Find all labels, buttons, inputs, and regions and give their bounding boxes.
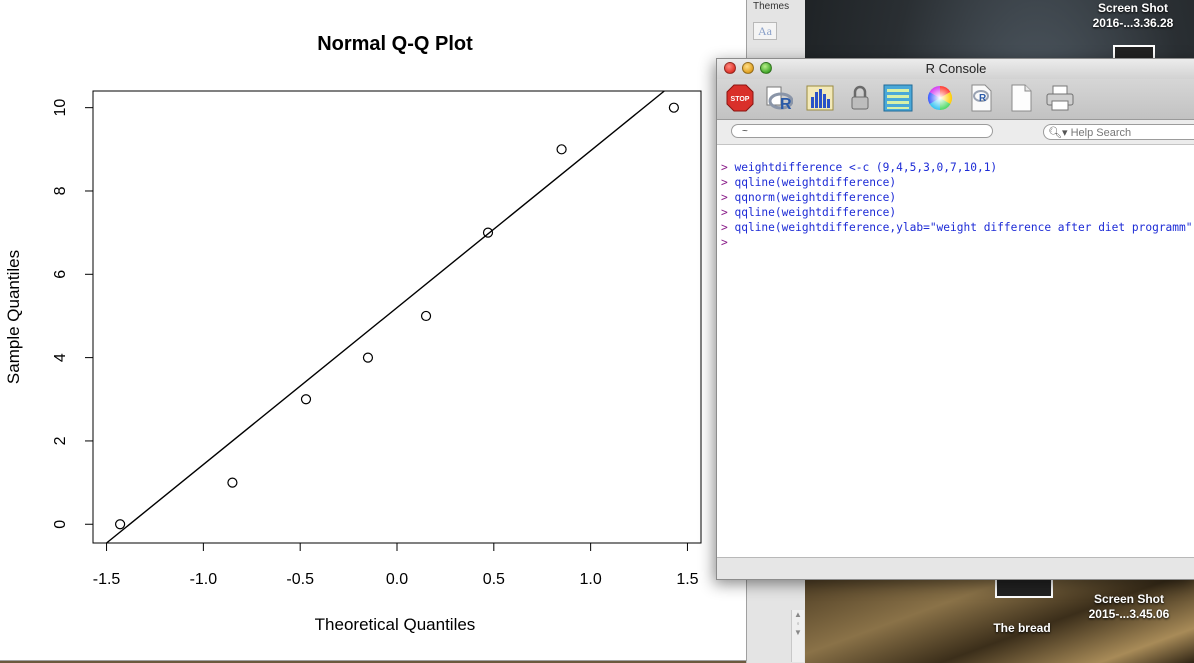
data-point	[668, 102, 679, 113]
y-tick-label: 4	[52, 353, 69, 362]
data-point	[300, 394, 312, 405]
close-button[interactable]	[724, 62, 736, 74]
console-command: qqline(weightdifference)	[727, 176, 897, 189]
minimize-button[interactable]	[742, 62, 754, 74]
help-search-field[interactable]: 🔍︎▾ Help Search	[1043, 124, 1194, 140]
console-prompt: >	[721, 176, 728, 189]
color-wheel-icon[interactable]	[925, 83, 955, 113]
screenshot-label-bottom-line2: 2015-...3.45.06	[1088, 607, 1170, 621]
x-tick-label: -1.0	[190, 571, 218, 588]
plot-marks: -1.5 -1.0 -0.5 0.0 0.5 1.0 1.5 0 2 4 6 8 10	[52, 90, 699, 588]
console-line: > weightdifference <-c (9,4,5,3,0,7,10,1…	[721, 160, 1194, 175]
stop-icon[interactable]: STOP	[725, 83, 755, 113]
x-tick-label: 0.0	[386, 571, 408, 588]
x-axis-label: Theoretical Quantiles	[315, 615, 476, 634]
plot-window: Normal Q-Q Plot -1.5 -1.0 -0.5 0.0 0.5 1.0 1.5…	[0, 0, 747, 661]
qq-reference-line	[106, 90, 665, 544]
svg-text:R: R	[979, 93, 987, 104]
y-axis-label: Sample Quantiles	[4, 250, 23, 384]
console-toolbar: STOP R	[717, 79, 1194, 120]
x-tick-label: 1.0	[580, 571, 602, 588]
y-tick-label: 10	[52, 99, 69, 117]
y-tick-label: 8	[52, 186, 69, 195]
console-command: qqnorm(weightdifference)	[727, 191, 897, 204]
screenshot-label-top-line2: 2016-...3.36.28	[1092, 16, 1174, 30]
console-command: qqline(weightdifference,ylab="weight dif…	[727, 221, 1194, 234]
console-status-bar	[717, 557, 1194, 579]
screenshot-label-bottom-line1: Screen Shot	[1093, 592, 1165, 606]
console-prompt: >	[721, 206, 728, 219]
r-doc-icon[interactable]: R	[966, 83, 996, 113]
screenshot-label-top-line1: Screen Shot	[1097, 1, 1169, 15]
folder-thumbnail[interactable]	[995, 578, 1053, 598]
lock-icon[interactable]	[845, 83, 875, 113]
screenshot-thumbnail-top[interactable]	[1113, 45, 1155, 59]
console-line: > qqline(weightdifference)	[721, 205, 1194, 220]
console-input-line[interactable]: >	[721, 235, 1194, 250]
console-output[interactable]: > weightdifference <-c (9,4,5,3,0,7,10,1…	[721, 145, 1194, 557]
help-search-placeholder: Help Search	[1070, 127, 1132, 139]
console-prompt: >	[721, 236, 728, 249]
x-tick-label: 1.5	[676, 571, 698, 588]
data-point	[420, 310, 432, 322]
bar-chart-icon[interactable]	[805, 83, 835, 113]
screenshot-label-top[interactable]: Screen Shot 2016-...3.36.28	[1074, 1, 1192, 31]
data-point	[556, 144, 567, 155]
printer-icon[interactable]	[1045, 83, 1075, 113]
stop-label: STOP	[731, 96, 750, 103]
scrollbar[interactable]: ▲ ◦ ▼	[791, 610, 804, 662]
console-command: qqline(weightdifference)	[727, 206, 897, 219]
plot-title: Normal Q-Q Plot	[317, 33, 473, 55]
console-line: > qqnorm(weightdifference)	[721, 190, 1194, 205]
plot-frame	[92, 90, 702, 544]
search-icon: 🔍︎▾	[1048, 127, 1068, 139]
data-point	[362, 352, 374, 363]
data-point	[227, 477, 238, 488]
console-titlebar[interactable]: R Console	[717, 59, 1194, 79]
folder-label[interactable]: The bread	[993, 621, 1051, 635]
y-tick-label: 0	[52, 520, 69, 529]
x-tick-label: -1.5	[93, 571, 121, 588]
new-document-icon[interactable]	[1006, 83, 1036, 113]
console-prompt: >	[721, 221, 728, 234]
x-tick-label: -0.5	[286, 571, 314, 588]
path-bar: ~ 🔍︎▾ Help Search	[717, 120, 1194, 145]
r-source-icon[interactable]: R	[763, 83, 793, 113]
themes-label[interactable]: Themes	[753, 1, 790, 12]
zoom-button[interactable]	[760, 62, 772, 74]
console-title: R Console	[925, 61, 987, 76]
y-tick-label: 2	[52, 436, 69, 445]
console-prompt: >	[721, 191, 728, 204]
console-line: > qqline(weightdifference,ylab="weight d…	[721, 220, 1194, 235]
working-directory-field[interactable]: ~	[731, 124, 993, 138]
console-line: > qqline(weightdifference)	[721, 175, 1194, 190]
qq-plot: Normal Q-Q Plot -1.5 -1.0 -0.5 0.0 0.5 1.0 1.5…	[4, 33, 702, 634]
list-icon[interactable]	[883, 83, 913, 113]
font-button[interactable]: Aa	[753, 22, 777, 40]
svg-text:R: R	[780, 96, 792, 113]
x-tick-label: 0.5	[483, 571, 505, 588]
data-point	[115, 519, 126, 530]
r-console-window[interactable]: R Console STOP R	[716, 58, 1194, 580]
y-tick-label: 6	[52, 270, 69, 279]
console-prompt: >	[721, 161, 728, 174]
data-point	[482, 227, 494, 238]
screenshot-label-bottom[interactable]: Screen Shot 2015-...3.45.06	[1070, 592, 1188, 622]
console-command: weightdifference <-c (9,4,5,3,0,7,10,1)	[727, 161, 998, 174]
